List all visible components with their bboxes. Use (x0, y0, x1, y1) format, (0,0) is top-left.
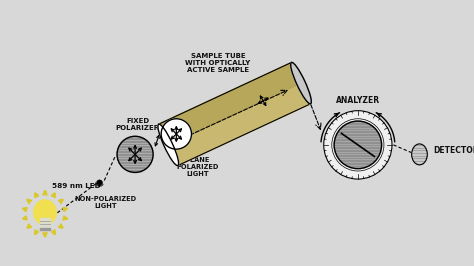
Ellipse shape (411, 144, 428, 165)
Ellipse shape (291, 62, 311, 104)
Circle shape (334, 121, 382, 169)
Polygon shape (159, 63, 310, 165)
Ellipse shape (158, 124, 179, 166)
Text: FIXED
POLARIZER: FIXED POLARIZER (115, 118, 160, 131)
Polygon shape (159, 63, 301, 145)
Ellipse shape (34, 200, 56, 225)
FancyBboxPatch shape (40, 227, 50, 230)
FancyBboxPatch shape (40, 218, 50, 228)
Text: DETECTOR: DETECTOR (434, 146, 474, 155)
Text: SAMPLE TUBE
WITH OPTICALLY
ACTIVE SAMPLE: SAMPLE TUBE WITH OPTICALLY ACTIVE SAMPLE (185, 53, 251, 73)
Ellipse shape (291, 62, 311, 104)
Circle shape (117, 136, 153, 172)
Text: NON-POLARIZED
LIGHT: NON-POLARIZED LIGHT (74, 196, 137, 209)
Text: ANALYZER: ANALYZER (336, 96, 380, 105)
Text: PLANE
POLARIZED
LIGHT: PLANE POLARIZED LIGHT (176, 157, 219, 177)
Text: 589 nm LED: 589 nm LED (52, 183, 101, 189)
Circle shape (161, 119, 191, 149)
Circle shape (324, 111, 392, 179)
